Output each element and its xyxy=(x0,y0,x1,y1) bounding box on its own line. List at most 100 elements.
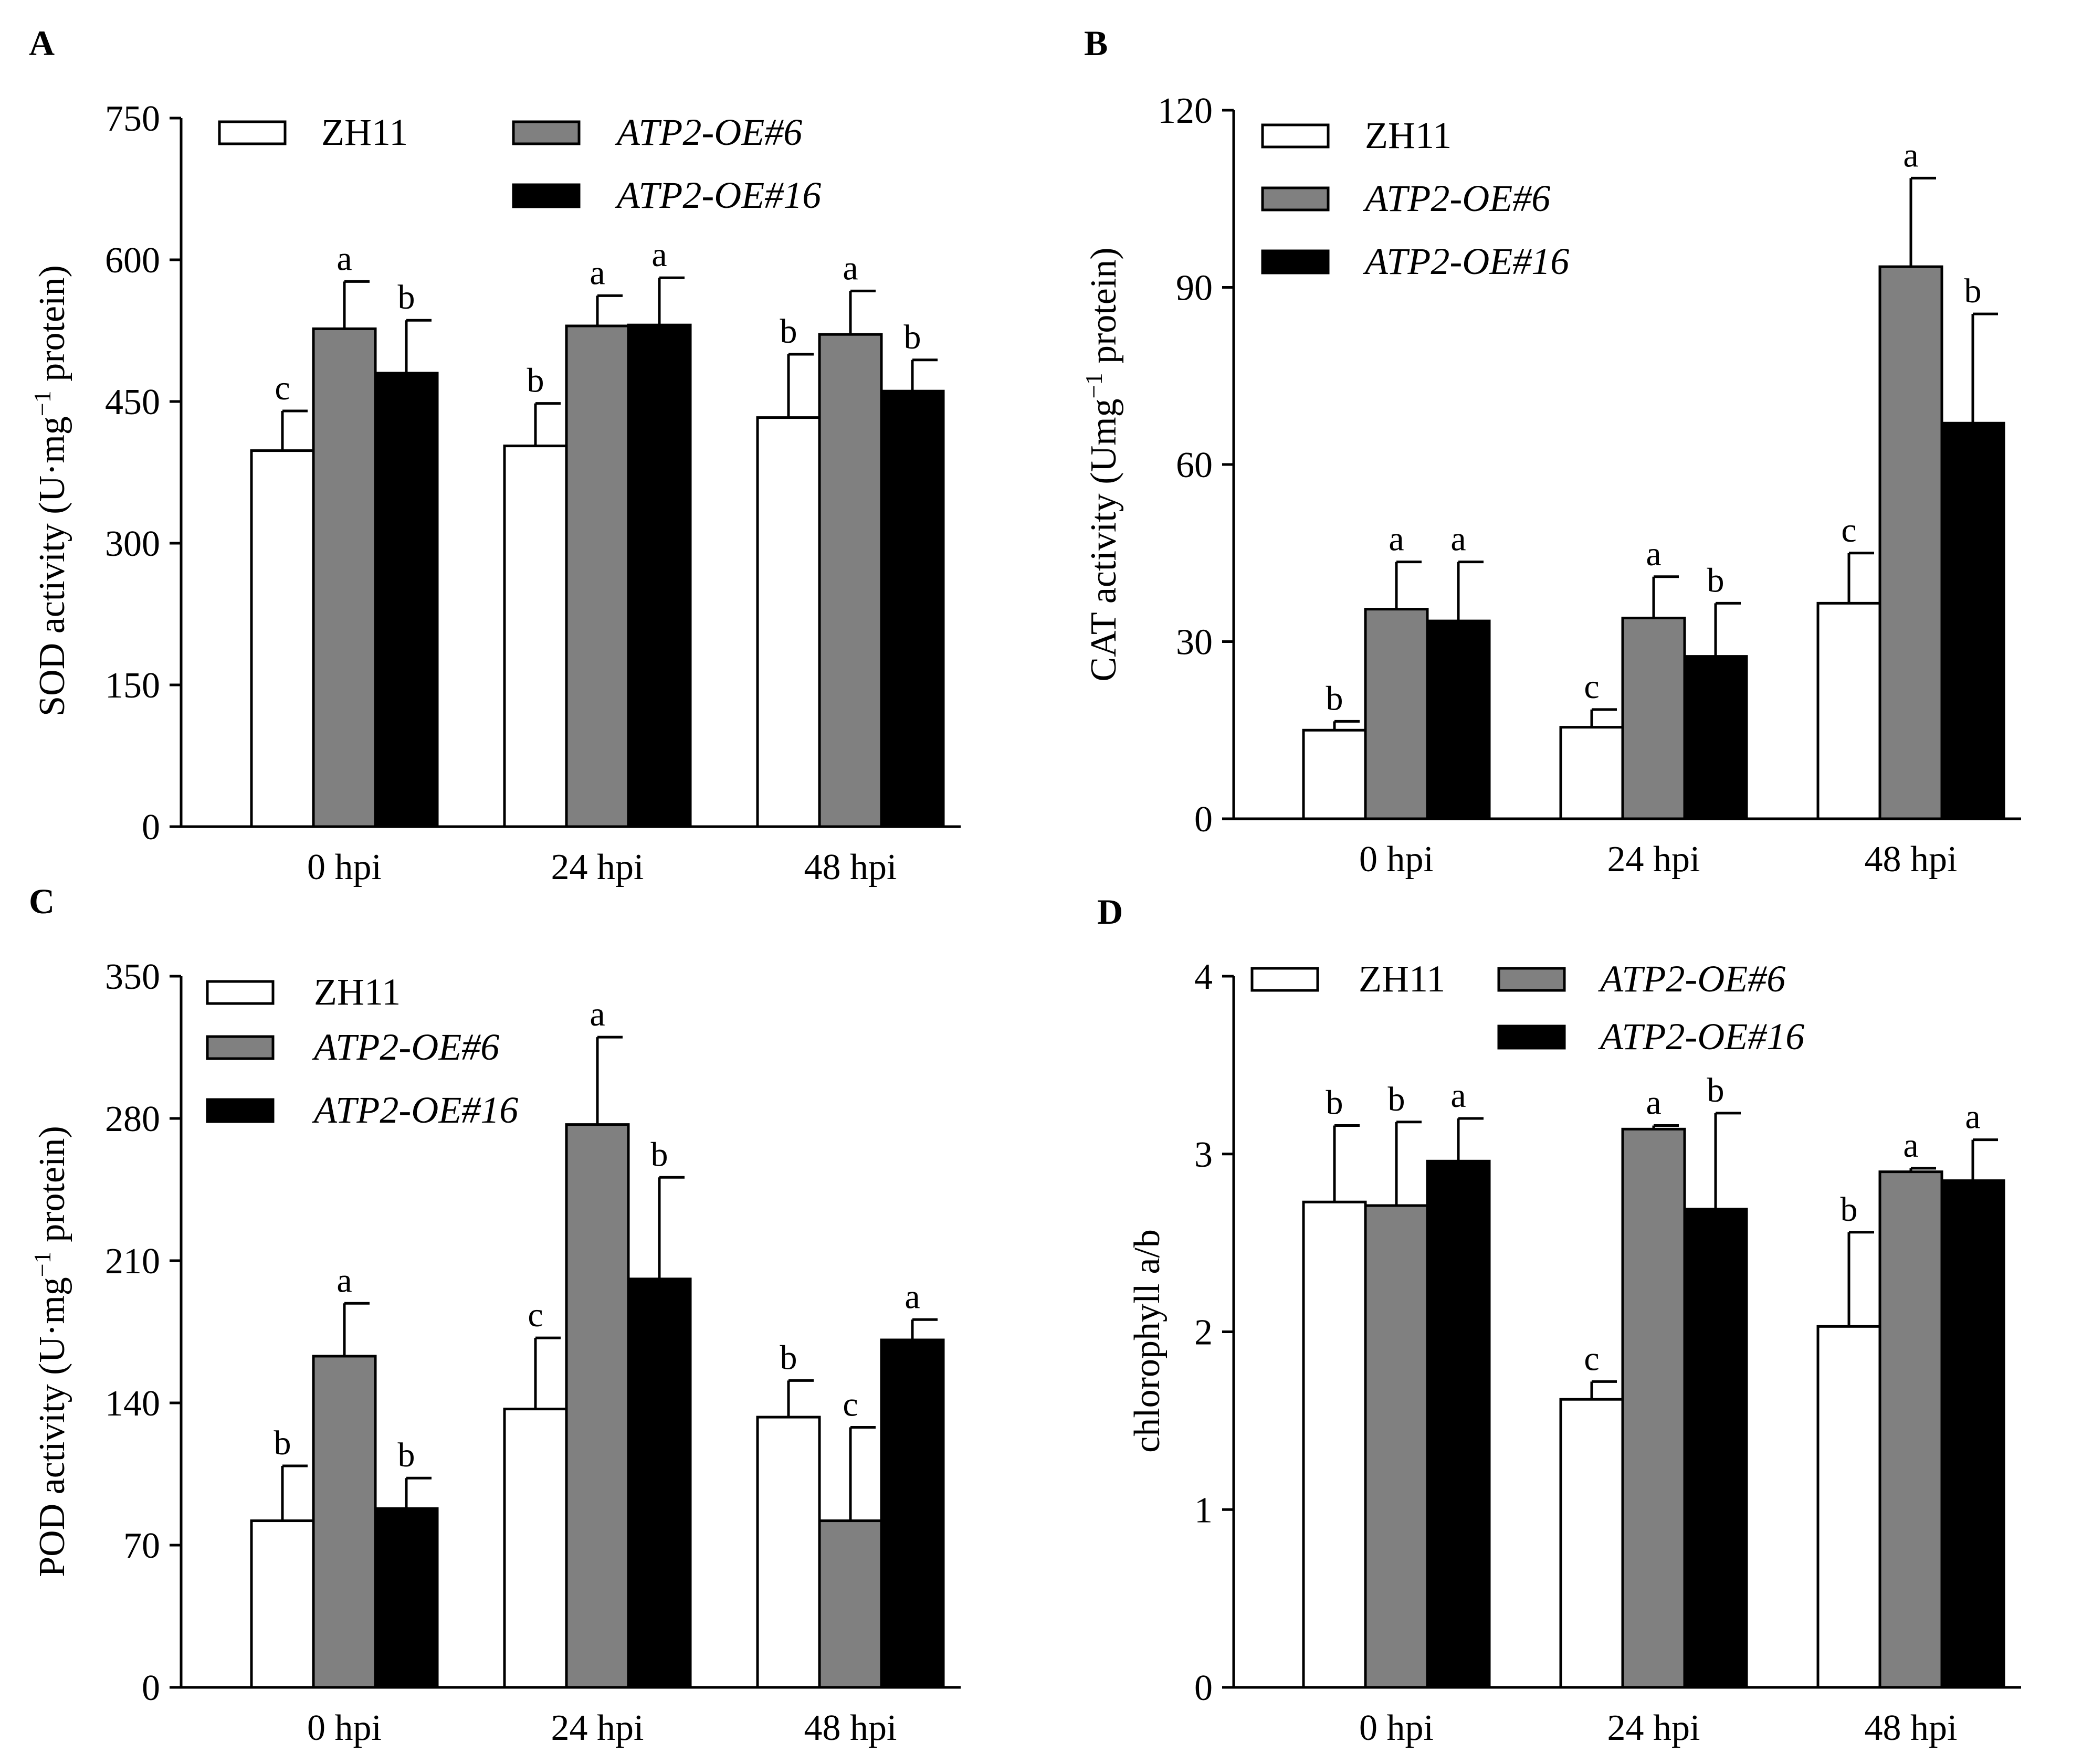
significance-letter: a xyxy=(843,249,858,287)
bar-zh11-0 xyxy=(1302,1200,1367,1689)
significance-letter: a xyxy=(590,995,605,1033)
bar-oe6-1 xyxy=(565,1123,630,1689)
bar-oe16-2 xyxy=(1940,1179,2005,1689)
panel-a: A SOD activity (U·mg−1 protein) ZH11 ATP… xyxy=(29,23,961,888)
bar-oe6-2 xyxy=(1878,265,1943,820)
bar-oe16-0 xyxy=(374,1507,439,1689)
significance-letter: b xyxy=(1388,1080,1405,1118)
legend-item-oe6: ATP2-OE#6 xyxy=(206,1026,499,1068)
legend-swatch-zh11 xyxy=(218,120,287,145)
legend-label-oe16: ATP2-OE#16 xyxy=(312,1089,518,1131)
significance-letter: b xyxy=(904,318,921,356)
legend-label-zh11: ZH11 xyxy=(1365,114,1452,156)
y-tick-label: 4 xyxy=(1194,957,1213,997)
legend-label-zh11: ZH11 xyxy=(314,971,401,1013)
legend-swatch-oe6 xyxy=(1261,186,1330,212)
y-tick-label: 1 xyxy=(1194,1490,1213,1530)
bar-oe16-1 xyxy=(627,323,692,828)
plot-area-c: 0 70 140 210 280 350 0 hpi 24 hpi 48 hpi b c b a a c b b… xyxy=(105,957,961,1748)
significance-letter: a xyxy=(1646,1084,1661,1122)
x-category-label: 48 hpi xyxy=(804,847,897,888)
legend-item-oe16: ATP2-OE#16 xyxy=(206,1089,518,1131)
x-category-label: 48 hpi xyxy=(804,1708,897,1748)
x-category-label: 24 hpi xyxy=(551,847,644,888)
legend-item-oe16: ATP2-OE#16 xyxy=(1497,1016,1804,1058)
significance-letter: b xyxy=(398,278,415,316)
legend-label-oe6: ATP2-OE#6 xyxy=(312,1026,499,1068)
bar-zh11-2 xyxy=(756,1416,821,1689)
significance-letter: a xyxy=(1646,535,1661,573)
bar-oe16-2 xyxy=(1940,421,2005,820)
x-category-label: 0 hpi xyxy=(307,847,382,888)
significance-letter: c xyxy=(1584,668,1599,706)
plot-area-b: 0 30 60 90 120 0 hpi 24 hpi 48 hpi b c c a a a a b b xyxy=(1158,91,2021,880)
bar-zh11-1 xyxy=(1559,726,1624,820)
bar-oe6-1 xyxy=(1621,617,1686,820)
bar-oe6-2 xyxy=(818,1519,883,1689)
panel-d: D chlorophyll a/b ZH11 ATP2-OE#6 ATP2-OE… xyxy=(1097,892,2021,1748)
panel-letter-d: D xyxy=(1097,892,1123,932)
significance-letter: b xyxy=(1707,561,1725,599)
y-tick-label: 280 xyxy=(105,1099,160,1139)
x-category-label: 48 hpi xyxy=(1865,839,1958,880)
legend-swatch-oe6 xyxy=(206,1035,275,1060)
significance-letter: c xyxy=(275,369,290,407)
y-tick-label: 600 xyxy=(105,240,160,281)
significance-letter: a xyxy=(651,236,667,274)
bar-oe16-1 xyxy=(1683,1208,1748,1689)
y-tick-label: 0 xyxy=(1194,799,1213,840)
bar-zh11-2 xyxy=(1816,601,1881,820)
y-axis-title-d: chlorophyll a/b xyxy=(1127,1229,1168,1453)
significance-letter: a xyxy=(1450,1076,1466,1115)
significance-letter: c xyxy=(843,1385,858,1423)
bar-zh11-1 xyxy=(1559,1398,1624,1689)
legend-label-zh11: ZH11 xyxy=(321,111,408,153)
panel-b: B CAT activity (Umg−1 protein) ZH11 ATP2… xyxy=(1080,23,2021,880)
y-tick-label: 750 xyxy=(105,99,160,139)
legend-label-oe6: ATP2-OE#6 xyxy=(615,111,802,153)
significance-letter: a xyxy=(905,1277,920,1316)
legend-a: ZH11 ATP2-OE#6 ATP2-OE#16 xyxy=(218,111,821,216)
significance-letter: c xyxy=(1841,511,1856,550)
bar-oe6-0 xyxy=(1364,608,1429,820)
plot-area-a: 0 150 300 450 600 750 0 hpi 24 hpi 48 hpi c b b a a a b… xyxy=(105,99,961,888)
y-tick-label: 0 xyxy=(142,807,160,848)
legend-swatch-zh11 xyxy=(1250,967,1319,992)
y-axis-title-c: POD activity (U·mg−1 protein) xyxy=(29,1126,72,1577)
legend-item-zh11: ZH11 xyxy=(1261,114,1452,156)
significance-letter: a xyxy=(1903,1126,1918,1165)
significance-letter: a xyxy=(1389,520,1404,558)
y-tick-label: 60 xyxy=(1176,445,1213,485)
x-category-label: 24 hpi xyxy=(551,1708,644,1748)
panel-c: C POD activity (U·mg−1 protein) ZH11 ATP… xyxy=(29,881,961,1748)
y-tick-label: 0 xyxy=(1194,1668,1213,1708)
significance-letter: a xyxy=(590,253,605,292)
bar-zh11-0 xyxy=(250,449,315,828)
legend-item-oe6: ATP2-OE#6 xyxy=(1497,958,1785,1000)
significance-letter: b xyxy=(527,362,544,400)
bar-oe6-1 xyxy=(1621,1127,1686,1689)
legend-label-oe16: ATP2-OE#16 xyxy=(615,174,821,216)
y-tick-label: 70 xyxy=(123,1526,160,1566)
significance-letter: b xyxy=(398,1436,415,1474)
bar-zh11-2 xyxy=(1816,1325,1881,1689)
significance-letter: a xyxy=(1450,520,1466,558)
legend-item-oe16: ATP2-OE#16 xyxy=(1261,240,1569,282)
bar-oe6-0 xyxy=(1364,1204,1429,1689)
panel-letter-b: B xyxy=(1084,23,1108,63)
bar-oe16-2 xyxy=(880,1338,945,1689)
bar-oe16-1 xyxy=(1683,655,1748,820)
bar-oe16-0 xyxy=(1426,1159,1491,1689)
bar-oe6-0 xyxy=(312,1355,377,1689)
y-axis-title-b: CAT activity (Umg−1 protein) xyxy=(1080,247,1124,681)
significance-letter: b xyxy=(651,1135,668,1174)
significance-letter: b xyxy=(1326,679,1343,717)
legend-label-zh11: ZH11 xyxy=(1359,958,1445,1000)
bar-zh11-1 xyxy=(503,1408,568,1689)
legend-label-oe16: ATP2-OE#16 xyxy=(1363,240,1569,282)
legend-swatch-zh11 xyxy=(206,980,275,1005)
x-category-label: 24 hpi xyxy=(1607,839,1700,880)
legend-swatch-oe6 xyxy=(1497,967,1566,992)
y-tick-label: 140 xyxy=(105,1383,160,1424)
significance-letter: b xyxy=(274,1424,291,1462)
